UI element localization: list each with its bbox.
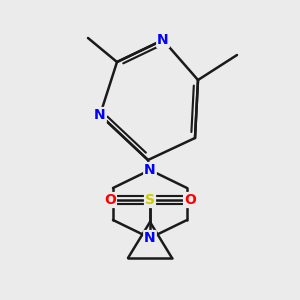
Text: O: O bbox=[104, 193, 116, 207]
Text: N: N bbox=[94, 108, 106, 122]
Text: N: N bbox=[144, 163, 156, 177]
Text: N: N bbox=[157, 33, 169, 47]
Text: N: N bbox=[144, 231, 156, 245]
Text: O: O bbox=[184, 193, 196, 207]
Text: S: S bbox=[145, 193, 155, 207]
